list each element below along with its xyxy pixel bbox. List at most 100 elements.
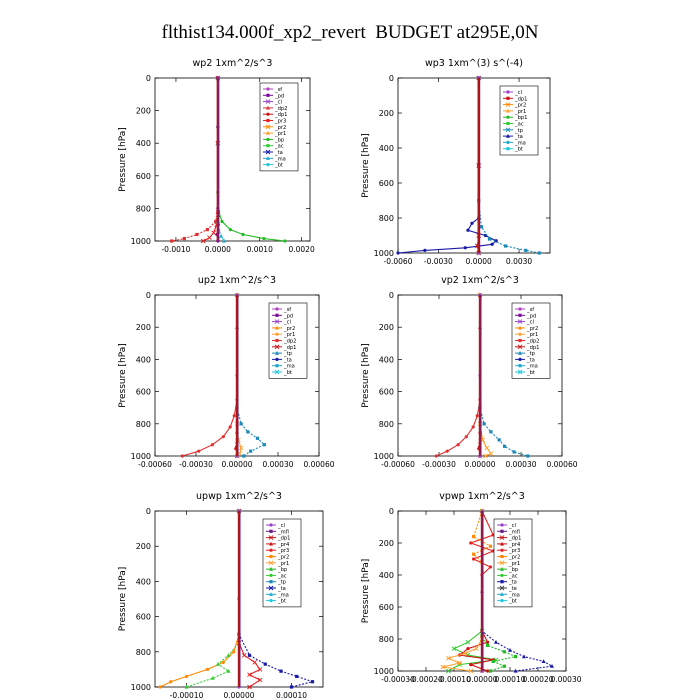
y-tick-label: 0 bbox=[389, 74, 394, 83]
legend-marker bbox=[275, 338, 279, 343]
legend-label: _dp1 bbox=[277, 536, 290, 542]
data-point bbox=[197, 449, 201, 453]
y-axis-label: Pressure [hPa] bbox=[361, 343, 371, 408]
y-tick-label: 600 bbox=[379, 603, 394, 612]
data-point bbox=[295, 674, 299, 679]
series-line bbox=[479, 295, 492, 457]
panel-title: vp2 1xm^2/s^3 bbox=[441, 275, 519, 286]
data-point bbox=[504, 244, 508, 248]
data-point bbox=[451, 646, 457, 651]
data-point bbox=[472, 535, 476, 539]
legend-label: _ma bbox=[277, 592, 289, 598]
data-point bbox=[508, 648, 512, 652]
legend-marker bbox=[265, 149, 271, 155]
data-point bbox=[239, 422, 243, 426]
data-point bbox=[541, 659, 546, 663]
y-tick-label: 600 bbox=[379, 388, 394, 397]
legend-marker bbox=[269, 580, 273, 584]
data-point bbox=[502, 664, 506, 668]
legend-marker bbox=[500, 573, 504, 578]
legend-label: _pr2 bbox=[274, 125, 286, 131]
series-pr1 bbox=[440, 508, 485, 674]
x-tick-label: 0.00030 bbox=[505, 460, 536, 469]
x-tick-label: -0.00060 bbox=[138, 460, 172, 469]
series-ac bbox=[184, 508, 241, 689]
legend-marker bbox=[500, 566, 504, 571]
data-point bbox=[228, 227, 233, 232]
legend-label: _mfl bbox=[277, 529, 289, 535]
x-tick-label: 0.00060 bbox=[546, 460, 577, 469]
data-point bbox=[222, 238, 227, 243]
data-point bbox=[484, 445, 490, 451]
data-point bbox=[232, 414, 236, 418]
x-tick-label: 0.0000 bbox=[205, 245, 231, 254]
data-point bbox=[249, 449, 253, 453]
data-point bbox=[474, 646, 479, 651]
legend-label: _ta bbox=[514, 134, 523, 140]
data-point bbox=[210, 676, 215, 680]
legend-label: _bp bbox=[277, 567, 288, 573]
legend-label: _pr4 bbox=[277, 542, 290, 548]
x-tick-label: 0.0010 bbox=[247, 245, 273, 254]
series-tp bbox=[235, 293, 266, 458]
legend-marker bbox=[500, 580, 504, 584]
legend-label: _ma bbox=[274, 156, 286, 162]
y-tick-label: 800 bbox=[379, 420, 394, 429]
legend-label: _pd bbox=[283, 313, 293, 319]
legend-marker bbox=[500, 541, 504, 546]
x-tick-label: 0.0020 bbox=[288, 245, 314, 254]
data-point bbox=[468, 668, 474, 674]
data-point bbox=[494, 239, 498, 243]
legend-label: _pr3 bbox=[274, 119, 286, 125]
legend-label: _sf bbox=[283, 307, 291, 313]
legend-marker bbox=[518, 338, 522, 343]
legend-label: _ac bbox=[277, 573, 287, 579]
y-tick-label: 400 bbox=[379, 355, 394, 364]
legend-label: _bt bbox=[274, 163, 283, 169]
y-axis-label: Pressure [hPa] bbox=[361, 133, 371, 198]
data-point bbox=[158, 685, 162, 689]
data-point bbox=[279, 669, 283, 673]
data-point bbox=[226, 668, 231, 673]
data-point bbox=[210, 443, 214, 447]
legend-marker bbox=[518, 350, 522, 355]
legend-marker bbox=[517, 369, 523, 375]
panel-title: upwp 1xm^2/s^3 bbox=[196, 491, 282, 502]
y-tick-label: 1000 bbox=[131, 452, 151, 461]
data-point bbox=[423, 248, 427, 252]
legend-marker bbox=[275, 325, 279, 330]
legend-marker bbox=[275, 364, 279, 368]
legend-label: _pr1 bbox=[277, 561, 289, 567]
legend-label: _bp1 bbox=[514, 115, 527, 121]
legend-marker bbox=[506, 115, 510, 119]
figure-title: flthist134.000f_xp2_revert BUDGET at295E… bbox=[161, 22, 539, 43]
legend-marker bbox=[518, 364, 522, 368]
legend-label: _cl bbox=[277, 523, 285, 529]
legend-marker bbox=[518, 325, 522, 330]
legend-label: _dp2 bbox=[274, 106, 287, 112]
y-tick-label: 200 bbox=[136, 107, 151, 116]
legend-label: _te bbox=[508, 586, 517, 592]
data-point bbox=[470, 221, 474, 225]
y-tick-label: 400 bbox=[136, 577, 151, 586]
data-point bbox=[522, 654, 526, 659]
x-tick-label: -0.00010 bbox=[170, 691, 204, 700]
legend-label: _bt bbox=[514, 147, 523, 153]
data-point bbox=[446, 655, 451, 661]
data-point bbox=[221, 660, 225, 664]
data-point bbox=[465, 639, 471, 645]
legend-marker bbox=[266, 156, 270, 160]
legend-label: _tp bbox=[283, 351, 293, 357]
legend-label: _cl bbox=[274, 100, 282, 106]
data-point bbox=[184, 674, 189, 679]
panel-title: wp2 1xm^2/s^3 bbox=[193, 58, 273, 69]
y-tick-label: 0 bbox=[389, 507, 394, 516]
series-pr3 bbox=[236, 508, 263, 690]
data-point bbox=[246, 430, 250, 434]
x-tick-label: 0.00060 bbox=[303, 460, 334, 469]
legend-marker bbox=[275, 332, 279, 336]
data-point bbox=[537, 251, 541, 255]
x-tick-label: 0.00010 bbox=[494, 675, 525, 684]
data-point bbox=[214, 219, 218, 224]
legend: _sf_pd_cl_dp2_dp1_pr3_pr2_pr1_bp_ac_ta_m… bbox=[259, 82, 299, 172]
